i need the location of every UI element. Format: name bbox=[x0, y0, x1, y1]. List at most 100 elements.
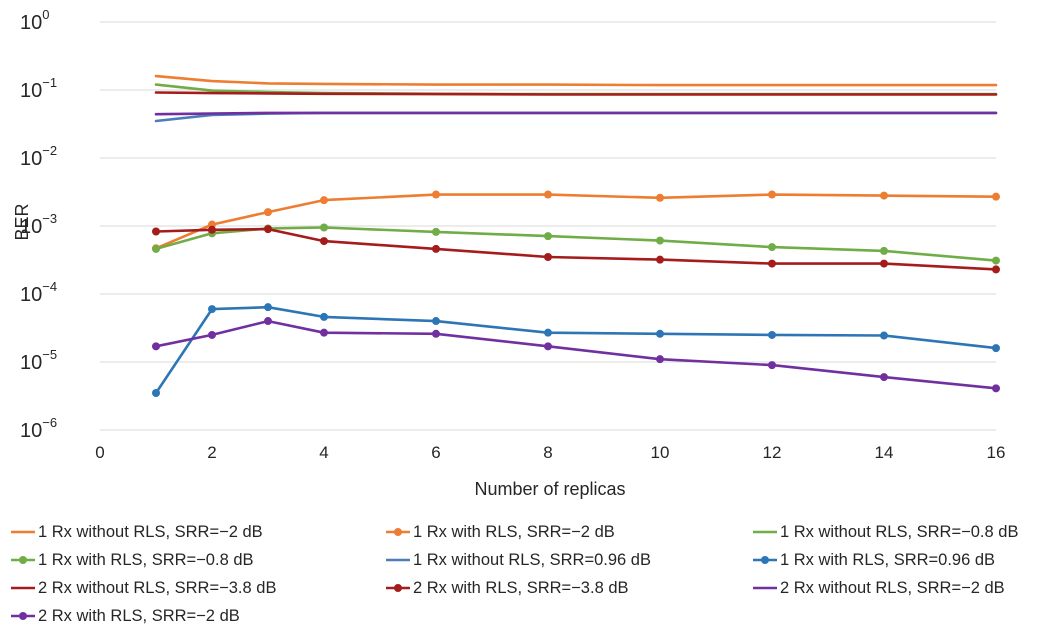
data-point bbox=[320, 312, 328, 321]
y-tick-label: 10−3 bbox=[20, 211, 57, 238]
series-layer bbox=[152, 74, 1000, 398]
y-axis-title: BER bbox=[12, 203, 32, 240]
data-point bbox=[320, 328, 328, 337]
series-line bbox=[154, 74, 998, 87]
data-point bbox=[320, 237, 328, 246]
y-tick-label: 10−6 bbox=[20, 415, 57, 442]
legend-swatch-marker bbox=[761, 556, 769, 564]
legend-line-icon bbox=[753, 530, 777, 534]
data-point bbox=[544, 253, 552, 262]
legend-line-marker-icon bbox=[386, 528, 410, 536]
x-tick-label: 4 bbox=[319, 443, 328, 462]
y-tick-base: 10 bbox=[20, 352, 42, 374]
y-tick-base: 10 bbox=[20, 12, 42, 34]
x-tick-label: 2 bbox=[207, 443, 216, 462]
legend-label: 1 Rx with RLS, SRR=−0.8 dB bbox=[38, 550, 254, 569]
legend-label: 1 Rx without RLS, SRR=−2 dB bbox=[38, 522, 263, 541]
legend-item: 2 Rx with RLS, SRR=−3.8 dB bbox=[385, 576, 629, 600]
data-point bbox=[768, 243, 776, 252]
y-tick-exponent: −3 bbox=[42, 211, 57, 226]
legend-label: 2 Rx with RLS, SRR=−2 dB bbox=[38, 606, 240, 625]
series-9 bbox=[154, 111, 998, 116]
y-tick-exponent: −1 bbox=[42, 75, 57, 90]
x-tick-label: 14 bbox=[875, 443, 894, 462]
data-point bbox=[880, 373, 888, 382]
y-tick-base: 10 bbox=[20, 148, 42, 170]
data-point bbox=[432, 190, 440, 199]
legend-line-icon bbox=[753, 586, 777, 590]
series-7 bbox=[154, 91, 998, 96]
data-point bbox=[544, 190, 552, 199]
data-point bbox=[656, 355, 664, 364]
y-tick-exponent: −4 bbox=[42, 279, 57, 294]
data-point bbox=[432, 317, 440, 326]
y-tick-base: 10 bbox=[20, 80, 42, 102]
data-point bbox=[320, 223, 328, 232]
data-point bbox=[152, 227, 160, 236]
series-line bbox=[154, 305, 998, 395]
series-line bbox=[154, 319, 998, 390]
data-point bbox=[768, 190, 776, 199]
x-tick-label: 8 bbox=[543, 443, 552, 462]
data-point bbox=[208, 225, 216, 234]
legend-label: 2 Rx without RLS, SRR=−2 dB bbox=[780, 578, 1005, 597]
series-2 bbox=[152, 190, 1000, 253]
data-point bbox=[880, 259, 888, 268]
legend-label: 1 Rx with RLS, SRR=−2 dB bbox=[413, 522, 615, 541]
series-10 bbox=[152, 317, 1000, 393]
y-tick-base: 10 bbox=[20, 284, 42, 306]
ber-chart: 0 2 4 6 8 10 12 14 16 10010−110−210−310−410−510−… bbox=[12, 7, 1006, 499]
x-tick-label: 10 bbox=[651, 443, 670, 462]
series-line bbox=[154, 111, 998, 116]
data-point bbox=[432, 329, 440, 338]
y-tick-exponent: −5 bbox=[42, 347, 57, 362]
legend-swatch-marker bbox=[19, 612, 27, 620]
legend-item: 1 Rx with RLS, SRR=−2 dB bbox=[385, 520, 615, 544]
legend-item: 2 Rx without RLS, SRR=−3.8 dB bbox=[10, 576, 276, 600]
legend-swatch-marker bbox=[394, 584, 402, 592]
y-tick-label: 10−1 bbox=[20, 75, 57, 102]
data-point bbox=[208, 330, 216, 339]
x-tick-label: 12 bbox=[763, 443, 782, 462]
data-point bbox=[152, 389, 160, 398]
legend-line-marker-icon bbox=[753, 556, 777, 564]
x-axis-title: Number of replicas bbox=[474, 479, 625, 499]
x-tick-label: 0 bbox=[95, 443, 104, 462]
legend-label: 1 Rx without RLS, SRR=−0.8 dB bbox=[780, 522, 1019, 541]
data-point bbox=[768, 361, 776, 370]
data-point bbox=[880, 191, 888, 200]
data-point bbox=[992, 256, 1000, 265]
data-point bbox=[880, 246, 888, 255]
data-point bbox=[656, 255, 664, 264]
x-tick-label: 16 bbox=[987, 443, 1006, 462]
y-tick-label: 100 bbox=[20, 7, 49, 34]
series-line bbox=[154, 91, 998, 96]
data-point bbox=[992, 265, 1000, 274]
data-point bbox=[432, 244, 440, 253]
data-point bbox=[320, 196, 328, 205]
data-point bbox=[880, 331, 888, 340]
data-point bbox=[992, 192, 1000, 201]
data-point bbox=[768, 330, 776, 339]
data-point bbox=[992, 344, 1000, 353]
y-tick-exponent: −2 bbox=[42, 143, 57, 158]
data-point bbox=[264, 225, 272, 234]
x-tick-label: 6 bbox=[431, 443, 440, 462]
data-point bbox=[264, 317, 272, 326]
data-point bbox=[432, 227, 440, 236]
data-point bbox=[264, 303, 272, 312]
data-point bbox=[992, 384, 1000, 393]
series-line bbox=[154, 193, 998, 250]
legend-item: 2 Rx without RLS, SRR=−2 dB bbox=[752, 576, 1005, 600]
series-6 bbox=[152, 303, 1000, 398]
series-8 bbox=[152, 225, 1000, 274]
y-tick-label: 10−2 bbox=[20, 143, 57, 170]
legend-swatch-marker bbox=[394, 528, 402, 536]
legend-label: 2 Rx with RLS, SRR=−3.8 dB bbox=[413, 578, 629, 597]
data-point bbox=[656, 193, 664, 202]
data-point bbox=[208, 305, 216, 314]
y-tick-base: 10 bbox=[20, 420, 42, 442]
legend-line-marker-icon bbox=[11, 612, 35, 620]
legend-label: 1 Rx without RLS, SRR=0.96 dB bbox=[413, 550, 651, 569]
legend-line-marker-icon bbox=[11, 556, 35, 564]
